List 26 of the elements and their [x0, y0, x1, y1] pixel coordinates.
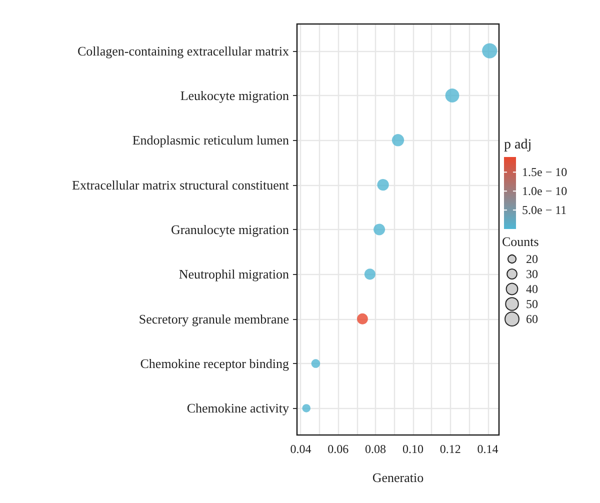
- color-bar-label: 1.5e − 10: [522, 165, 568, 180]
- legend-label: 20: [526, 252, 538, 266]
- x-tick-label: 0.10: [402, 442, 424, 456]
- legend-label: 50: [526, 297, 538, 311]
- y-tick-label: Secretory granule membrane: [138, 311, 290, 326]
- y-tick-label: Chemokine receptor binding: [140, 356, 290, 372]
- x-axis-title: Generatio: [372, 470, 424, 485]
- y-tick-label: Endoplasmic reticulum lumen: [132, 132, 290, 148]
- legend-label: 30: [526, 267, 538, 281]
- y-tick-label: Chemokine activity: [186, 400, 290, 416]
- color-bar-label: 1.0e − 10: [522, 184, 568, 198]
- x-tick-label: 0.12: [440, 442, 461, 456]
- x-tick-label: 0.14: [477, 442, 498, 456]
- y-tick-label: Extracellular matrix structural constituent: [72, 177, 290, 192]
- y-tick-label: Granulocyte migration: [170, 222, 290, 237]
- color-bar-label: 5.0e − 11: [522, 203, 567, 218]
- legend-label: 60: [526, 312, 538, 326]
- y-tick-label: Collagen-containing extracellular matrix: [77, 43, 290, 58]
- x-tick-label: 0.08: [365, 442, 386, 456]
- legend-title: Counts: [502, 234, 539, 249]
- x-tick-label: 0.06: [328, 442, 349, 456]
- legend-label: 40: [526, 282, 538, 296]
- color-bar-title: p adj: [504, 138, 532, 152]
- x-tick-label: 0.04: [290, 442, 312, 456]
- y-tick-label: Neutrophil migration: [178, 266, 290, 282]
- y-tick-label: Leukocyte migration: [180, 88, 290, 103]
